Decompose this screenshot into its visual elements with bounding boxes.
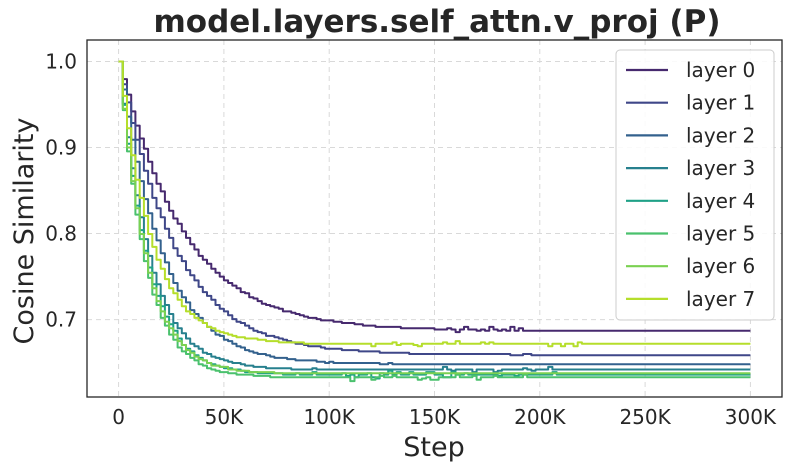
x-axis-label: Step: [403, 432, 464, 463]
y-tick-label: 1.0: [45, 50, 77, 74]
y-tick-label: 0.9: [45, 136, 77, 160]
legend-entry: layer 4: [686, 189, 755, 213]
series-line-layer-2: [118, 60, 751, 366]
series-line-layer-0: [118, 60, 751, 334]
series-line-layer-1: [118, 60, 751, 357]
x-tick-label: 300K: [725, 405, 777, 429]
x-tick-label: 50K: [205, 405, 244, 429]
legend-entry: layer 7: [686, 287, 755, 311]
series-line-layer-3: [118, 60, 751, 374]
legend-entry: layer 5: [686, 222, 755, 246]
x-tick-label: 250K: [619, 405, 671, 429]
legend-box: [615, 49, 775, 321]
legend-entry: layer 0: [686, 58, 755, 82]
x-tick-label: 200K: [514, 405, 566, 429]
y-tick-label: 0.8: [45, 222, 77, 246]
y-axis-label: Cosine Similarity: [9, 118, 40, 345]
series-line-layer-7: [118, 60, 751, 348]
legend-entry: layer 6: [686, 254, 755, 278]
series-line-layer-5: [118, 60, 751, 383]
x-axis-ticks: 0 50K 100K 150K 200K 250K 300K: [112, 405, 777, 429]
x-tick-label: 0: [112, 405, 125, 429]
legend-entry: layer 3: [686, 156, 755, 180]
y-axis-ticks: 0.7 0.8 0.9 1.0: [45, 50, 77, 332]
x-tick-label: 100K: [304, 405, 356, 429]
x-tick-label: 150K: [409, 405, 461, 429]
legend-entry: layer 2: [686, 123, 755, 147]
legend: layer 0 layer 1 layer 2 layer 3 layer 4 layer…: [615, 49, 775, 321]
y-tick-label: 0.7: [45, 308, 77, 332]
chart-title: model.layers.self_attn.v_proj (P): [153, 4, 720, 40]
series-lines: [118, 60, 751, 383]
series-line-layer-6: [118, 60, 751, 375]
plot-frame: [86, 39, 783, 398]
legend-entry: layer 1: [686, 91, 755, 115]
